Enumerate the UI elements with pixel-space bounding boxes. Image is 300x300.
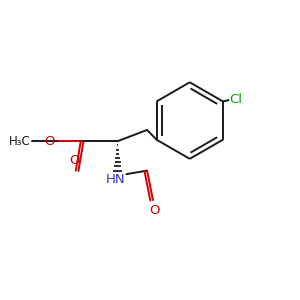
Text: O: O <box>69 154 80 167</box>
Text: Cl: Cl <box>230 93 242 106</box>
Text: HN: HN <box>105 173 125 186</box>
Text: O: O <box>149 204 160 217</box>
Text: H₃C: H₃C <box>9 135 31 148</box>
Text: O: O <box>44 135 55 148</box>
